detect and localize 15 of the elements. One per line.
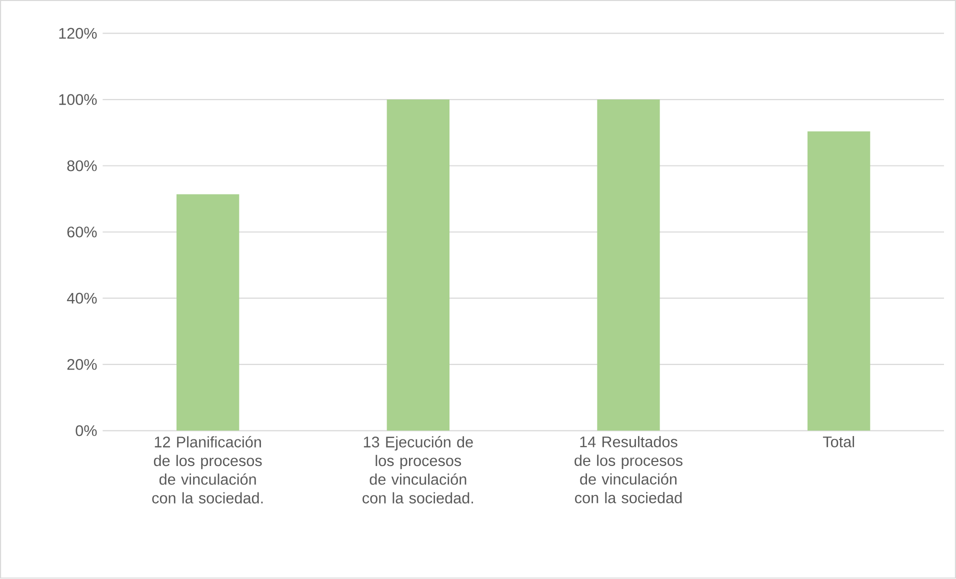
- y-tick-label: 100%: [59, 94, 97, 106]
- y-tick-label: 40%: [66, 292, 97, 304]
- bar: [808, 132, 870, 431]
- x-tick-label: 12 Planificación de los procesos de vinculación con la sociedad.: [152, 436, 263, 504]
- y-tick-label: 60%: [67, 226, 97, 238]
- x-tick-label: Total: [822, 436, 854, 448]
- bar: [597, 100, 660, 431]
- y-tick-label: 80%: [67, 160, 97, 172]
- bar: [386, 100, 450, 431]
- y-tick-label: 20%: [67, 359, 97, 370]
- bar: [176, 194, 240, 431]
- x-tick-label: 14 Resultados de los procesos de vinculación con la sociedad: [574, 436, 682, 504]
- x-tick-label: 13 Ejecución de los procesos de vinculación con la sociedad.: [362, 436, 473, 504]
- y-tick-label: 120%: [59, 28, 97, 39]
- y-tick-label: 0%: [76, 425, 97, 436]
